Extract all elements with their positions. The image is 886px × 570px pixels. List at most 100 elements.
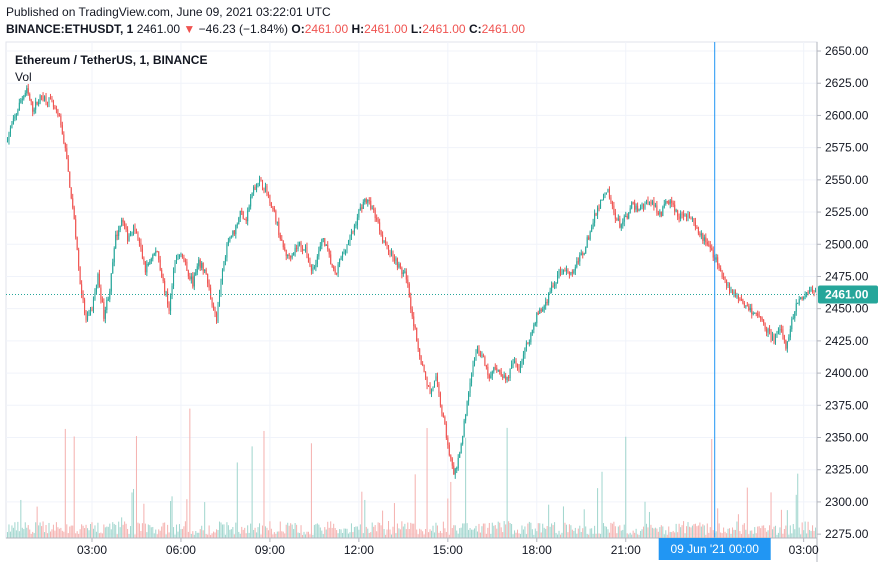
volume-bar (791, 533, 793, 538)
candle-body (245, 219, 247, 222)
volume-bar (371, 522, 373, 538)
volume-bar (48, 522, 50, 538)
candle-body (54, 106, 56, 109)
candle-body (254, 186, 256, 191)
volume-bar (380, 525, 382, 538)
candle-body (104, 309, 106, 319)
volume-bar (69, 526, 71, 538)
volume-bar (95, 531, 97, 538)
candle-body (95, 285, 97, 293)
volume-bar (290, 523, 292, 538)
grid-lines (5, 41, 818, 539)
candle-body (731, 289, 734, 294)
volume-bar (365, 526, 367, 538)
volume-bar (211, 533, 213, 538)
candle-body (236, 224, 238, 226)
volume-bar (442, 521, 444, 538)
volume-bar (780, 509, 782, 538)
volume-bar (235, 522, 237, 538)
volume-bar (221, 524, 223, 538)
volume-bar (454, 525, 456, 538)
candle-body (226, 244, 228, 258)
volume-bar (217, 529, 219, 538)
candle-body (417, 341, 419, 349)
volume-bar (26, 527, 28, 538)
candle-body (251, 192, 253, 197)
candle-body (175, 259, 178, 263)
candle-body (543, 305, 545, 310)
time-tick-label: 12:00 (344, 543, 374, 557)
candle-body (91, 310, 93, 312)
volume-bar (801, 522, 803, 538)
candle-body (605, 192, 607, 194)
candle-body (45, 96, 47, 103)
candle-body (199, 259, 201, 268)
candle-body (404, 271, 406, 273)
candle-body (51, 97, 53, 102)
candle-body (173, 271, 175, 287)
candle-body (307, 257, 309, 263)
candle-body (21, 98, 23, 100)
low-label: L: (410, 22, 423, 36)
volume-bar (448, 534, 450, 538)
candle-body (608, 189, 610, 198)
volume-bar (248, 532, 250, 538)
volume-bar (519, 533, 521, 538)
volume-bar (536, 531, 538, 538)
candle-body (325, 244, 327, 246)
volume-bar (23, 529, 25, 538)
volume-bar (173, 527, 175, 538)
candle-body (195, 272, 197, 276)
volume-bar (39, 522, 41, 538)
price-axis[interactable]: 2650.00 2625.00 2600.00 2575.00 2550.00 2525.… (816, 42, 878, 562)
candle-body (140, 242, 142, 249)
volume-bar (814, 527, 817, 538)
candle-body (35, 101, 37, 110)
candle-body (471, 375, 473, 383)
volume-bar (807, 521, 809, 538)
candle-body (321, 239, 323, 246)
volume-bar (361, 491, 363, 538)
volume-bar (620, 530, 622, 538)
candle-body (426, 377, 428, 386)
volume-bar (718, 523, 720, 538)
candle-body (683, 214, 685, 217)
candle-body (647, 200, 649, 204)
volume-bar (792, 524, 794, 538)
time-tick-label: 06:00 (166, 543, 196, 557)
candle-body (174, 262, 176, 272)
candle-body (555, 282, 557, 285)
volume-bar (275, 533, 277, 538)
candle-body (284, 247, 286, 250)
volume-bar (404, 523, 406, 538)
candle-body (15, 114, 17, 117)
volume-bar (130, 526, 132, 538)
candle-body (814, 289, 817, 293)
volume-bar (162, 522, 164, 538)
volume-bar (118, 521, 120, 538)
candle-body (463, 420, 465, 436)
volume-bar (740, 533, 742, 538)
volume-bar (468, 529, 470, 538)
candle-body (371, 208, 373, 210)
candle-body (620, 224, 622, 228)
volume-bar (355, 526, 357, 538)
candle-body (668, 201, 670, 204)
candle-body (466, 401, 468, 415)
candle-body (663, 203, 665, 208)
candle-body (776, 331, 778, 335)
candle-body (430, 388, 433, 394)
candle-body (44, 96, 46, 101)
candle-body (557, 275, 559, 283)
candle-body (447, 437, 449, 446)
candle-body (223, 261, 225, 271)
volume-bar (515, 532, 517, 538)
volume-bar (58, 528, 60, 538)
candle-body (205, 269, 207, 275)
volume-bar (229, 529, 231, 538)
volume-bar (226, 522, 228, 538)
candle-body (379, 222, 381, 231)
time-axis[interactable]: 03:00 06:00 09:00 12:00 15:00 18:00 21:00 03:00… (6, 537, 819, 560)
candle-body (797, 303, 799, 305)
